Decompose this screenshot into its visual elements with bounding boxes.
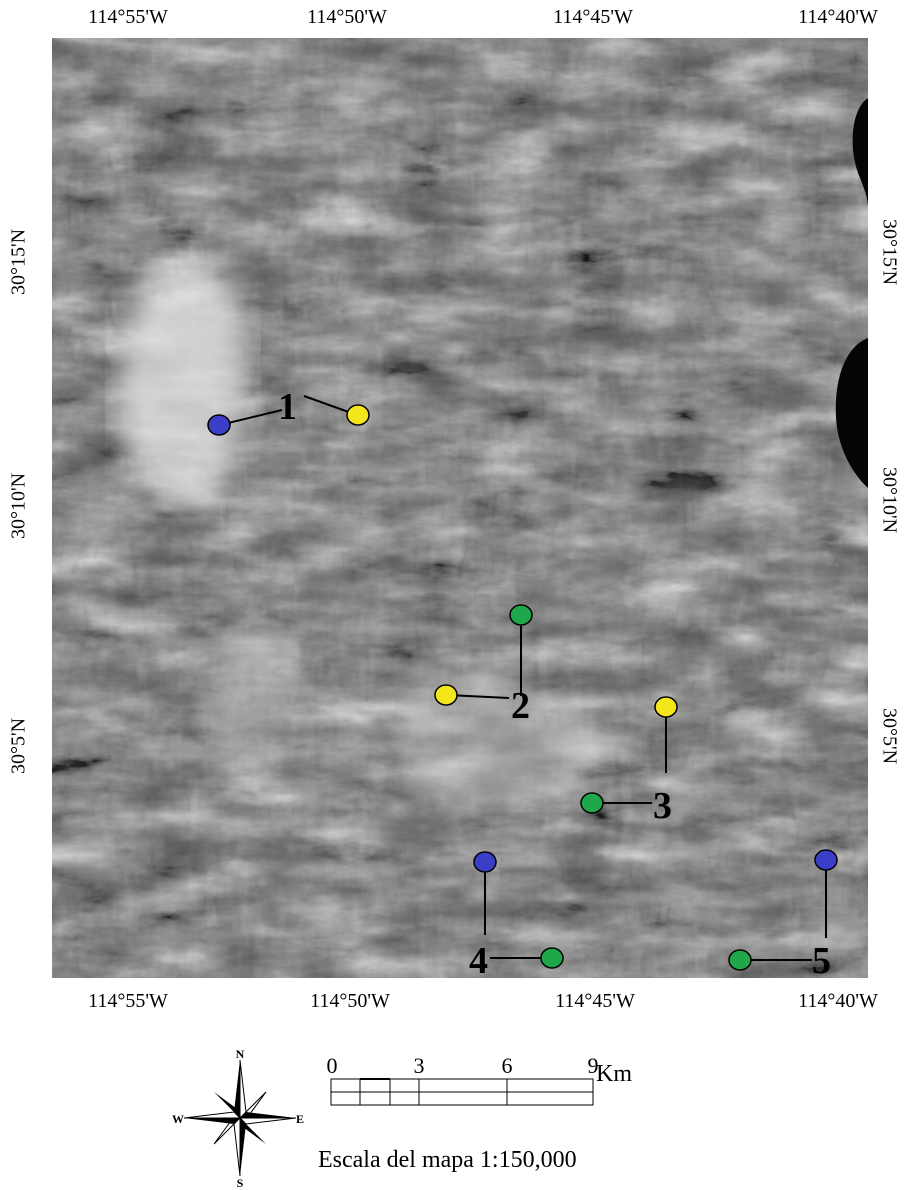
- longitude-tick-bottom: 114°50'W: [310, 990, 390, 1012]
- site-4-blue-marker[interactable]: [473, 851, 497, 873]
- latitude-tick-right: 30°5'N: [878, 707, 901, 765]
- compass-north-label: N: [236, 1047, 245, 1061]
- latitude-tick-right: 30°15'N: [878, 218, 901, 286]
- site-label: 1: [278, 386, 297, 428]
- latitude-tick-left: 30°5'N: [7, 717, 30, 775]
- site-label: 2: [511, 685, 530, 727]
- site-2-green-marker[interactable]: [509, 604, 533, 626]
- longitude-tick-top: 114°50'W: [307, 6, 387, 28]
- site-4-green-marker[interactable]: [540, 947, 564, 969]
- longitude-tick-top: 114°45'W: [553, 6, 633, 28]
- longitude-tick-top: 114°55'W: [88, 6, 168, 28]
- longitude-tick-bottom: 114°45'W: [555, 990, 635, 1012]
- latitude-tick-left: 30°10'N: [7, 472, 30, 540]
- scale-tick-label: 0: [326, 1053, 338, 1078]
- site-3-yellow-marker[interactable]: [654, 696, 678, 718]
- compass-east-label: E: [296, 1112, 304, 1126]
- site-1-blue-marker[interactable]: [207, 414, 231, 436]
- latitude-tick-right: 30°10'N: [878, 466, 901, 534]
- site-label: 3: [653, 785, 672, 827]
- longitude-tick-bottom: 114°55'W: [88, 990, 168, 1012]
- compass-rose-icon: N S E W: [172, 1047, 304, 1188]
- latitude-tick-left: 30°15'N: [7, 228, 30, 296]
- site-label: 5: [812, 940, 831, 978]
- site-5-blue-marker[interactable]: [814, 849, 838, 871]
- scale-bar: 0 3 6 9 Km: [326, 1053, 632, 1135]
- site-5-green-marker[interactable]: [728, 949, 752, 971]
- longitude-tick-top: 114°40'W: [798, 6, 878, 28]
- site-1-yellow-marker[interactable]: [346, 404, 370, 426]
- site-3-green-marker[interactable]: [580, 792, 604, 814]
- map-image: 1 2 3 4 5: [52, 38, 868, 978]
- scale-tick-label: 6: [501, 1053, 513, 1078]
- satellite-map[interactable]: 1 2 3 4 5: [52, 38, 868, 978]
- site-2-yellow-marker[interactable]: [434, 684, 458, 706]
- map-scale-label: Escala del mapa 1:150,000: [318, 1147, 577, 1173]
- scale-tick-label: 9: [587, 1053, 599, 1078]
- scale-unit: Km: [596, 1061, 632, 1087]
- compass-south-label: S: [237, 1176, 244, 1188]
- scale-tick-label: 3: [413, 1053, 425, 1078]
- longitude-tick-bottom: 114°40'W: [798, 990, 878, 1012]
- compass-west-label: W: [172, 1112, 184, 1126]
- scale-bar-graphic: [330, 1078, 594, 1106]
- site-label: 4: [469, 940, 488, 978]
